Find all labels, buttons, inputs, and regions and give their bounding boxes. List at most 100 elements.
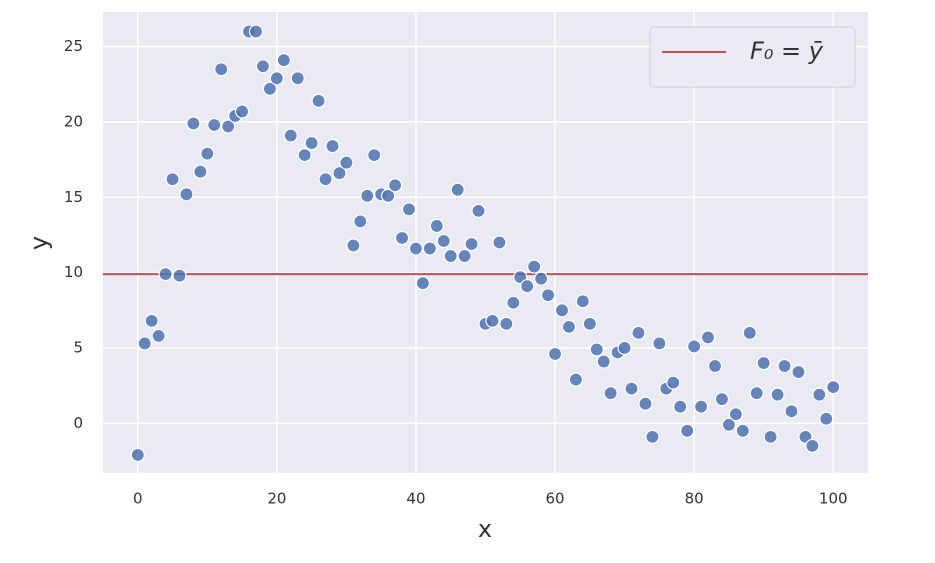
y-tick-label: 25 [64,37,83,55]
point [826,380,841,395]
point [471,203,486,218]
x-axis-label: x [478,515,492,543]
point [596,354,611,369]
point [297,148,312,163]
point [540,288,556,303]
point [422,241,437,256]
point [589,342,604,357]
point [262,81,278,96]
point [165,172,180,187]
point [554,303,570,318]
point [214,62,229,77]
point [457,248,472,264]
point [234,104,250,119]
point [812,387,827,402]
point [680,423,695,438]
point [353,214,368,229]
point [325,138,340,154]
point [617,340,632,356]
point [756,355,771,371]
point [547,346,563,362]
point [784,404,799,419]
point [290,71,305,86]
point [499,316,514,331]
point [151,328,166,344]
point [207,117,222,133]
y-axis-label: y [25,236,53,250]
point [645,429,660,444]
point [492,235,507,250]
point [276,53,291,68]
point [791,364,806,380]
point [200,146,215,161]
point [130,447,145,463]
point [429,218,444,234]
point [749,386,764,401]
point [179,187,194,202]
point [436,233,451,249]
point [464,236,479,252]
point [193,164,208,179]
point [221,119,236,134]
x-tick-label: 100 [819,490,848,508]
point [172,268,187,283]
point [186,116,201,131]
point [248,24,264,39]
point [624,381,639,396]
plot-area [103,12,868,473]
y-tick-label: 0 [73,414,83,432]
x-tick-label: 0 [133,490,143,508]
point [777,358,792,374]
point [673,399,688,414]
marks [103,24,868,463]
point [714,392,730,407]
point [269,71,284,86]
point [137,336,152,351]
point [332,166,347,181]
y-tick-label: 15 [64,188,83,206]
point [415,276,431,291]
point [318,172,333,187]
point [707,358,723,374]
point [527,259,542,274]
point [387,178,403,193]
point [304,135,319,151]
point [311,93,326,108]
point [603,386,618,401]
point [638,396,653,411]
point [401,202,417,217]
point [381,188,396,203]
point [283,128,298,143]
point [770,387,785,402]
legend-box [649,26,856,88]
point [485,313,500,328]
point [443,248,458,264]
x-tick-label: 40 [406,490,425,508]
x-tick-label: 60 [545,490,564,508]
y-tick-label: 20 [64,112,83,130]
x-tick-label: 20 [267,490,286,508]
point [721,417,737,432]
point [582,316,597,331]
point [144,313,159,328]
point [561,319,577,334]
y-tick-label: 5 [73,338,83,356]
point [819,411,834,426]
point [534,271,549,286]
point [575,294,590,309]
point [506,295,521,310]
point [450,182,465,197]
legend-label: F₀ = ȳ [750,37,824,65]
point [520,279,535,294]
point [687,339,702,354]
point [158,267,173,282]
point [652,336,667,351]
point [339,155,354,170]
point [735,423,750,438]
point [763,429,778,444]
point [666,375,681,390]
point [255,59,271,74]
point [568,372,584,387]
point [700,330,716,345]
